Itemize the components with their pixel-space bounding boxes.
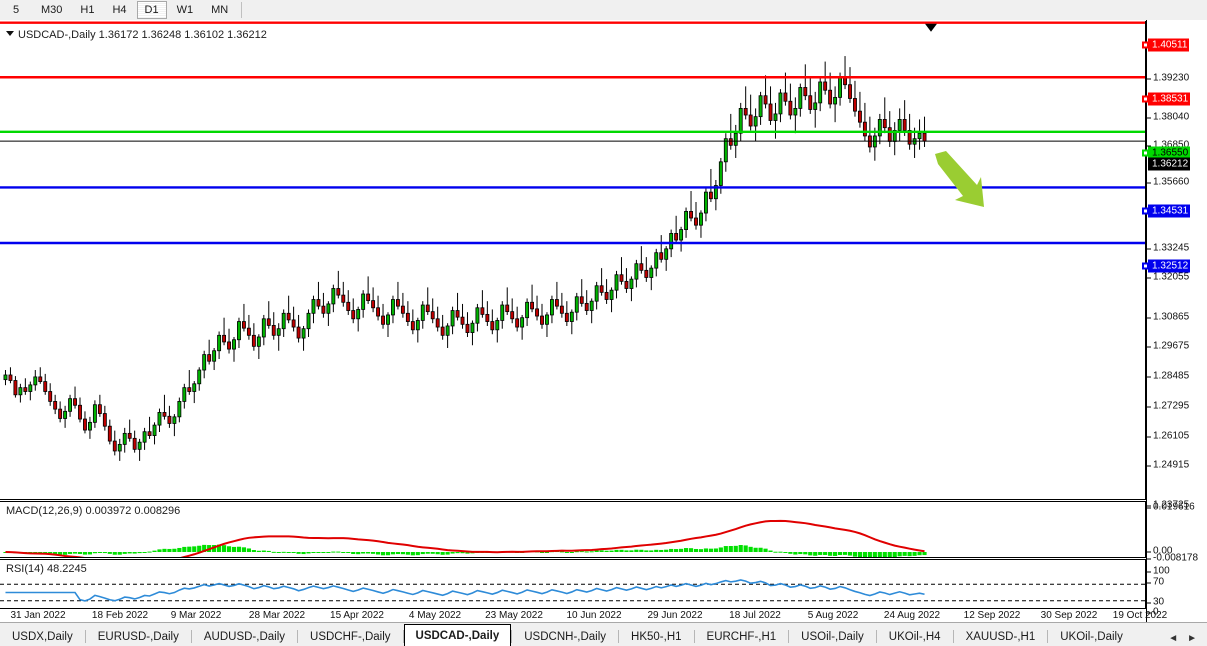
chart-tab-audusd-daily[interactable]: AUDUSD-,Daily	[203, 630, 286, 643]
price-scale-tick: 1.26105	[1147, 431, 1189, 442]
tab-scroll-controls[interactable]: ◄ ►	[1158, 633, 1207, 646]
tab-separator	[297, 630, 299, 643]
date-axis-tick: 31 Jan 2022	[10, 610, 66, 621]
date-axis-tick: 12 Sep 2022	[963, 610, 1021, 621]
chart-area[interactable]: USDCAD-,Daily 1.36172 1.36248 1.36102 1.…	[0, 20, 1207, 622]
tab-separator	[190, 630, 192, 643]
macd-label: MACD(12,26,9) 0.003972 0.008296	[6, 505, 181, 517]
chart-tab-usdchf-daily[interactable]: USDCHF-,Daily	[310, 630, 391, 643]
price-level-handle[interactable]	[1142, 149, 1149, 157]
timeframe-button-mn[interactable]: MN	[211, 4, 229, 16]
chart-tab-usdcad-daily[interactable]: USDCAD-,Daily	[403, 624, 512, 646]
date-axis-tick: 9 Mar 2022	[170, 610, 222, 621]
date-axis-tick: 19 Oct 2022	[1112, 610, 1168, 621]
tab-separator	[875, 630, 877, 643]
chart-tab-hk50-h1[interactable]: HK50-,H1	[631, 630, 682, 643]
timeframe-button-5[interactable]: 5	[12, 4, 20, 16]
price-scale-tick: 1.38040	[1147, 112, 1189, 123]
timeframe-button-w1[interactable]: W1	[176, 4, 194, 16]
price-scale-tick: 70	[1147, 577, 1164, 588]
chart-tab-ukoil-h4[interactable]: UKOil-,H4	[888, 630, 941, 643]
chart-tab-usdx-daily[interactable]: USDX,Daily	[12, 630, 73, 643]
chart-tab-eurchf-h1[interactable]: EURCHF-,H1	[706, 630, 777, 643]
price-scale-tick: 1.29675	[1147, 341, 1189, 352]
price-scale-tick: 1.32055	[1147, 272, 1189, 283]
price-scale-tick: 100	[1147, 566, 1170, 577]
timeframe-button-d1[interactable]: D1	[136, 1, 167, 19]
tab-separator	[1047, 630, 1049, 643]
price-level-badge[interactable]: 1.32512	[1148, 259, 1191, 273]
tab-separator	[788, 630, 790, 643]
symbol-dropdown-icon[interactable]	[6, 31, 14, 36]
macd-plot	[3, 519, 927, 557]
price-scale-tick: 1.28485	[1147, 371, 1189, 382]
date-axis-tick: 24 Aug 2022	[883, 610, 941, 621]
timeframe-button-h1[interactable]: H1	[80, 4, 95, 16]
timeframe-button-m30[interactable]: M30	[41, 4, 63, 16]
date-axis-tick: 29 Jun 2022	[647, 610, 703, 621]
rsi-pane[interactable]: RSI(14) 48.2245	[0, 559, 1146, 609]
date-axis-tick: 5 Aug 2022	[807, 610, 859, 621]
price-scale-tick: 30	[1147, 597, 1164, 608]
price-scale-tick: 1.35660	[1147, 177, 1189, 188]
date-axis: 31 Jan 2022 18 Feb 2022 9 Mar 2022 28 Mar 2…	[0, 609, 1167, 622]
date-axis-tick: 18 Jul 2022	[729, 610, 781, 621]
timeframe-toolbar: 5 M30 H1 H4 D1 W1 MN	[0, 0, 1207, 21]
rsi-plot	[0, 579, 1145, 602]
price-level-handle[interactable]	[1142, 95, 1149, 103]
chart-tab-bar: USDX,Daily EURUSD-,Daily AUDUSD-,Daily USDC…	[0, 622, 1207, 646]
chart-tab-eurusd-daily[interactable]: EURUSD-,Daily	[97, 630, 179, 643]
price-scale-tick: 1.36850	[1147, 140, 1189, 151]
price-scale-tick: 1.33245	[1147, 243, 1189, 254]
price-level-badge[interactable]: 1.36550	[1148, 146, 1191, 160]
tab-separator	[693, 630, 695, 643]
price-scale-tick: -0.008178	[1147, 553, 1198, 564]
date-axis-tick: 18 Feb 2022	[91, 610, 149, 621]
price-scale[interactable]: 1.39230 1.38040 1.36850 1.35660 1.33245 1.320…	[1142, 20, 1207, 622]
chart-tab-usdcnh-daily[interactable]: USDCNH-,Daily	[524, 630, 607, 643]
price-level-badge[interactable]: 1.38531	[1148, 92, 1191, 106]
macd-pane[interactable]: MACD(12,26,9) 0.003972 0.008296	[0, 501, 1146, 558]
symbol-ohlc-label: USDCAD-,Daily 1.36172 1.36248 1.36102 1.…	[18, 29, 267, 41]
toolbar-separator	[241, 2, 243, 18]
tab-separator	[84, 630, 86, 643]
price-level-handle[interactable]	[1142, 41, 1149, 49]
date-axis-tick: 23 May 2022	[485, 610, 543, 621]
date-axis-tick: 28 Mar 2022	[248, 610, 306, 621]
price-scale-tick: 0.00	[1147, 546, 1172, 557]
timeframe-button-h4[interactable]: H4	[112, 4, 127, 16]
price-scale-tick: 1.30865	[1147, 312, 1189, 323]
tab-scroll-left-icon[interactable]: ◄	[1168, 633, 1179, 644]
date-axis-tick: 15 Apr 2022	[330, 610, 384, 621]
tab-separator	[402, 630, 404, 643]
date-axis-tick: 10 Jun 2022	[566, 610, 622, 621]
chart-tab-usoil-daily[interactable]: USOil-,Daily	[801, 630, 864, 643]
price-level-badge[interactable]: 1.40511	[1148, 38, 1190, 52]
price-pane[interactable]: USDCAD-,Daily 1.36172 1.36248 1.36102 1.…	[0, 21, 1146, 500]
price-level-handle[interactable]	[1142, 262, 1149, 270]
tab-scroll-right-icon[interactable]: ►	[1187, 633, 1197, 644]
date-axis-tick: 4 May 2022	[408, 610, 462, 621]
price-level-badge[interactable]: 1.36212	[1148, 157, 1191, 171]
date-axis-tick: 30 Sep 2022	[1040, 610, 1098, 621]
tab-separator	[511, 630, 513, 643]
price-scale-tick: 1.39230	[1147, 73, 1189, 84]
price-level-badge[interactable]: 1.34531	[1148, 204, 1191, 218]
price-scale-tick: 1.24915	[1147, 460, 1189, 471]
candlestick-plot	[0, 21, 1145, 461]
chart-tab-ukoil-daily[interactable]: UKOil-,Daily	[1060, 630, 1123, 643]
price-scale-tick: 0.019616	[1147, 502, 1195, 513]
tab-separator	[618, 630, 620, 643]
tab-separator	[952, 630, 954, 643]
chart-tab-xauusd-h1[interactable]: XAUUSD-,H1	[965, 630, 1036, 643]
price-scale-tick: 0	[1147, 607, 1159, 618]
price-scale-tick: 1.27295	[1147, 401, 1189, 412]
price-level-handle[interactable]	[1142, 207, 1149, 215]
price-scale-tick: 1.23725	[1147, 500, 1189, 511]
rsi-label: RSI(14) 48.2245	[6, 563, 87, 575]
